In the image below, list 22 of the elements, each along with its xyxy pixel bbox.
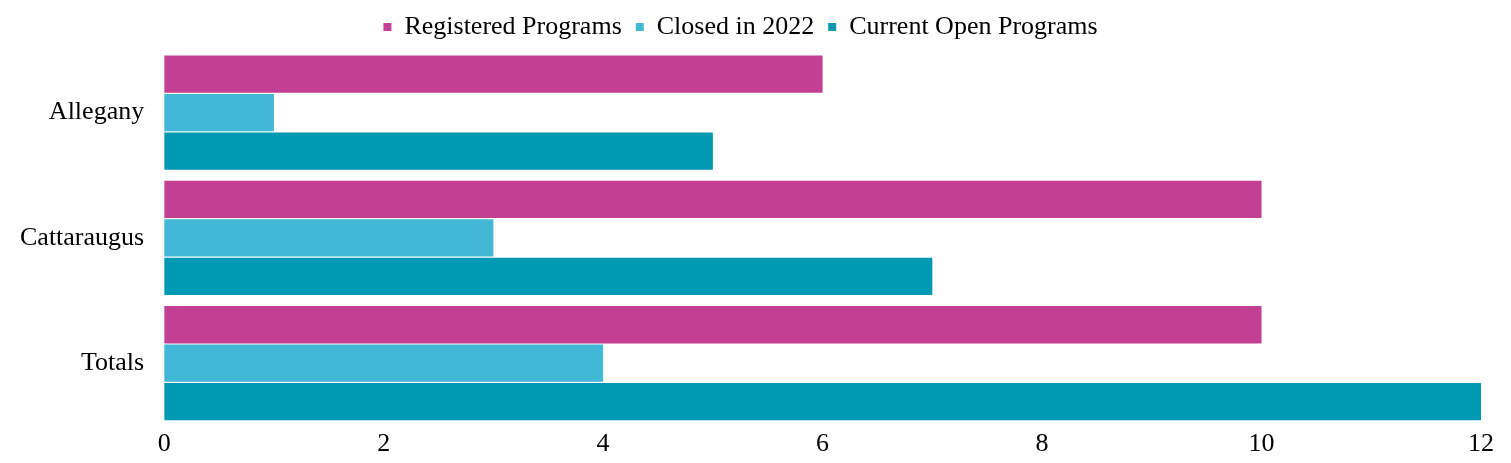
x-tick-label: 0	[157, 428, 171, 458]
x-tick-label: 8	[1035, 428, 1049, 458]
x-tick-label: 4	[596, 428, 610, 458]
x-tick-label: 2	[377, 428, 391, 458]
bar	[164, 94, 274, 132]
bar	[164, 257, 933, 295]
y-tick-label: Totals	[81, 346, 145, 376]
y-tick-label: Cattaraugus	[20, 221, 145, 251]
x-tick-label: 10	[1248, 428, 1275, 458]
bar	[164, 55, 823, 93]
bar	[164, 382, 1481, 421]
x-tick-label: 6	[816, 428, 830, 458]
bar	[164, 219, 494, 257]
bar	[164, 344, 604, 382]
x-tick-label: 12	[1468, 428, 1494, 458]
legend-label: Current Open Programs	[849, 10, 1098, 40]
y-tick-label: Allegany	[48, 96, 145, 126]
legend-label: Closed in 2022	[656, 10, 815, 40]
legend-label: Registered Programs	[404, 10, 622, 40]
bar	[164, 180, 1262, 219]
bar	[164, 306, 1262, 344]
bar	[164, 132, 713, 170]
